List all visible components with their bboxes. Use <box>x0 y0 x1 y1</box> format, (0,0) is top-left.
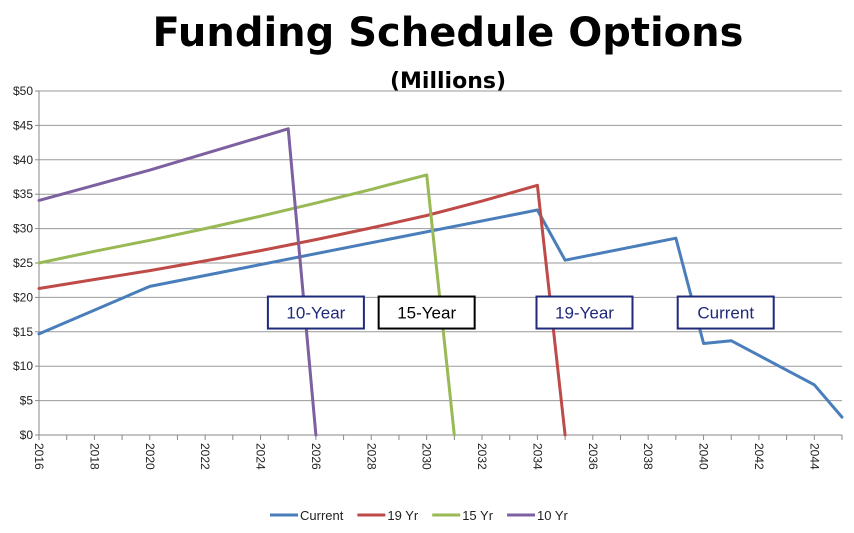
x-axis-ticks: 2016 2018 2020 2022 2024 2026 2028 2030 2032 2034… <box>32 435 843 470</box>
x-tick-label: 2034 <box>530 443 544 470</box>
x-tick-label: 2038 <box>641 443 655 470</box>
y-tick-label: $15 <box>13 325 33 339</box>
callout-label-10-year: 10-Year <box>286 304 345 323</box>
legend: Current 19 Yr 15 Yr 10 Yr <box>270 508 569 523</box>
callout-box-10-year <box>266 295 365 330</box>
y-tick-label: $5 <box>20 394 34 408</box>
callout-box-current <box>676 295 775 330</box>
x-tick-label: 2022 <box>198 443 212 470</box>
y-tick-label: $30 <box>13 222 33 236</box>
y-axis-ticks: $0 $5 $10 $15 $20 $25 $30 $35 $40 $45 $50 <box>13 84 39 442</box>
chart-title: Funding Schedule Options <box>153 10 744 56</box>
y-tick-label: $20 <box>13 290 33 304</box>
legend-label-15-yr: 15 Yr <box>462 508 494 523</box>
callout-box-19-year <box>535 295 634 330</box>
x-tick-label: 2028 <box>364 443 378 470</box>
x-tick-label: 2036 <box>586 443 600 470</box>
series-line-current <box>37 208 844 419</box>
series-line-15-yr <box>37 173 456 437</box>
annotations: 10-Year 15-Year 19-Year Current <box>266 295 775 330</box>
gridlines <box>39 90 842 402</box>
x-tick-label: 2018 <box>87 443 101 470</box>
legend-label-current: Current <box>300 508 344 523</box>
callout-label-19-year: 19-Year <box>555 304 614 323</box>
x-tick-label: 2030 <box>420 443 434 470</box>
series-line-10-yr <box>37 127 318 437</box>
y-tick-label: $35 <box>13 187 33 201</box>
callout-label-15-year: 15-Year <box>397 304 456 323</box>
x-tick-label: 2024 <box>254 443 268 470</box>
y-tick-label: $25 <box>13 256 33 270</box>
chart-subtitle: (Millions) <box>390 69 506 94</box>
y-tick-label: $10 <box>13 359 33 373</box>
x-tick-label: 2032 <box>475 443 489 470</box>
legend-label-19-yr: 19 Yr <box>387 508 419 523</box>
y-tick-label: $45 <box>13 118 33 132</box>
x-tick-label: 2026 <box>309 443 323 470</box>
x-tick-label: 2016 <box>32 443 46 470</box>
x-tick-label: 2042 <box>752 443 766 470</box>
y-tick-label: $0 <box>20 428 34 442</box>
series-line-19-yr <box>37 183 567 437</box>
x-tick-label: 2020 <box>143 443 157 470</box>
callout-box-15-year <box>377 295 476 330</box>
y-tick-label: $50 <box>13 84 33 98</box>
callout-label-current: Current <box>697 304 754 323</box>
x-tick-label: 2044 <box>807 443 821 470</box>
y-tick-label: $40 <box>13 153 33 167</box>
x-tick-label: 2040 <box>697 443 711 470</box>
legend-label-10-yr: 10 Yr <box>537 508 569 523</box>
series-lines <box>37 127 844 437</box>
